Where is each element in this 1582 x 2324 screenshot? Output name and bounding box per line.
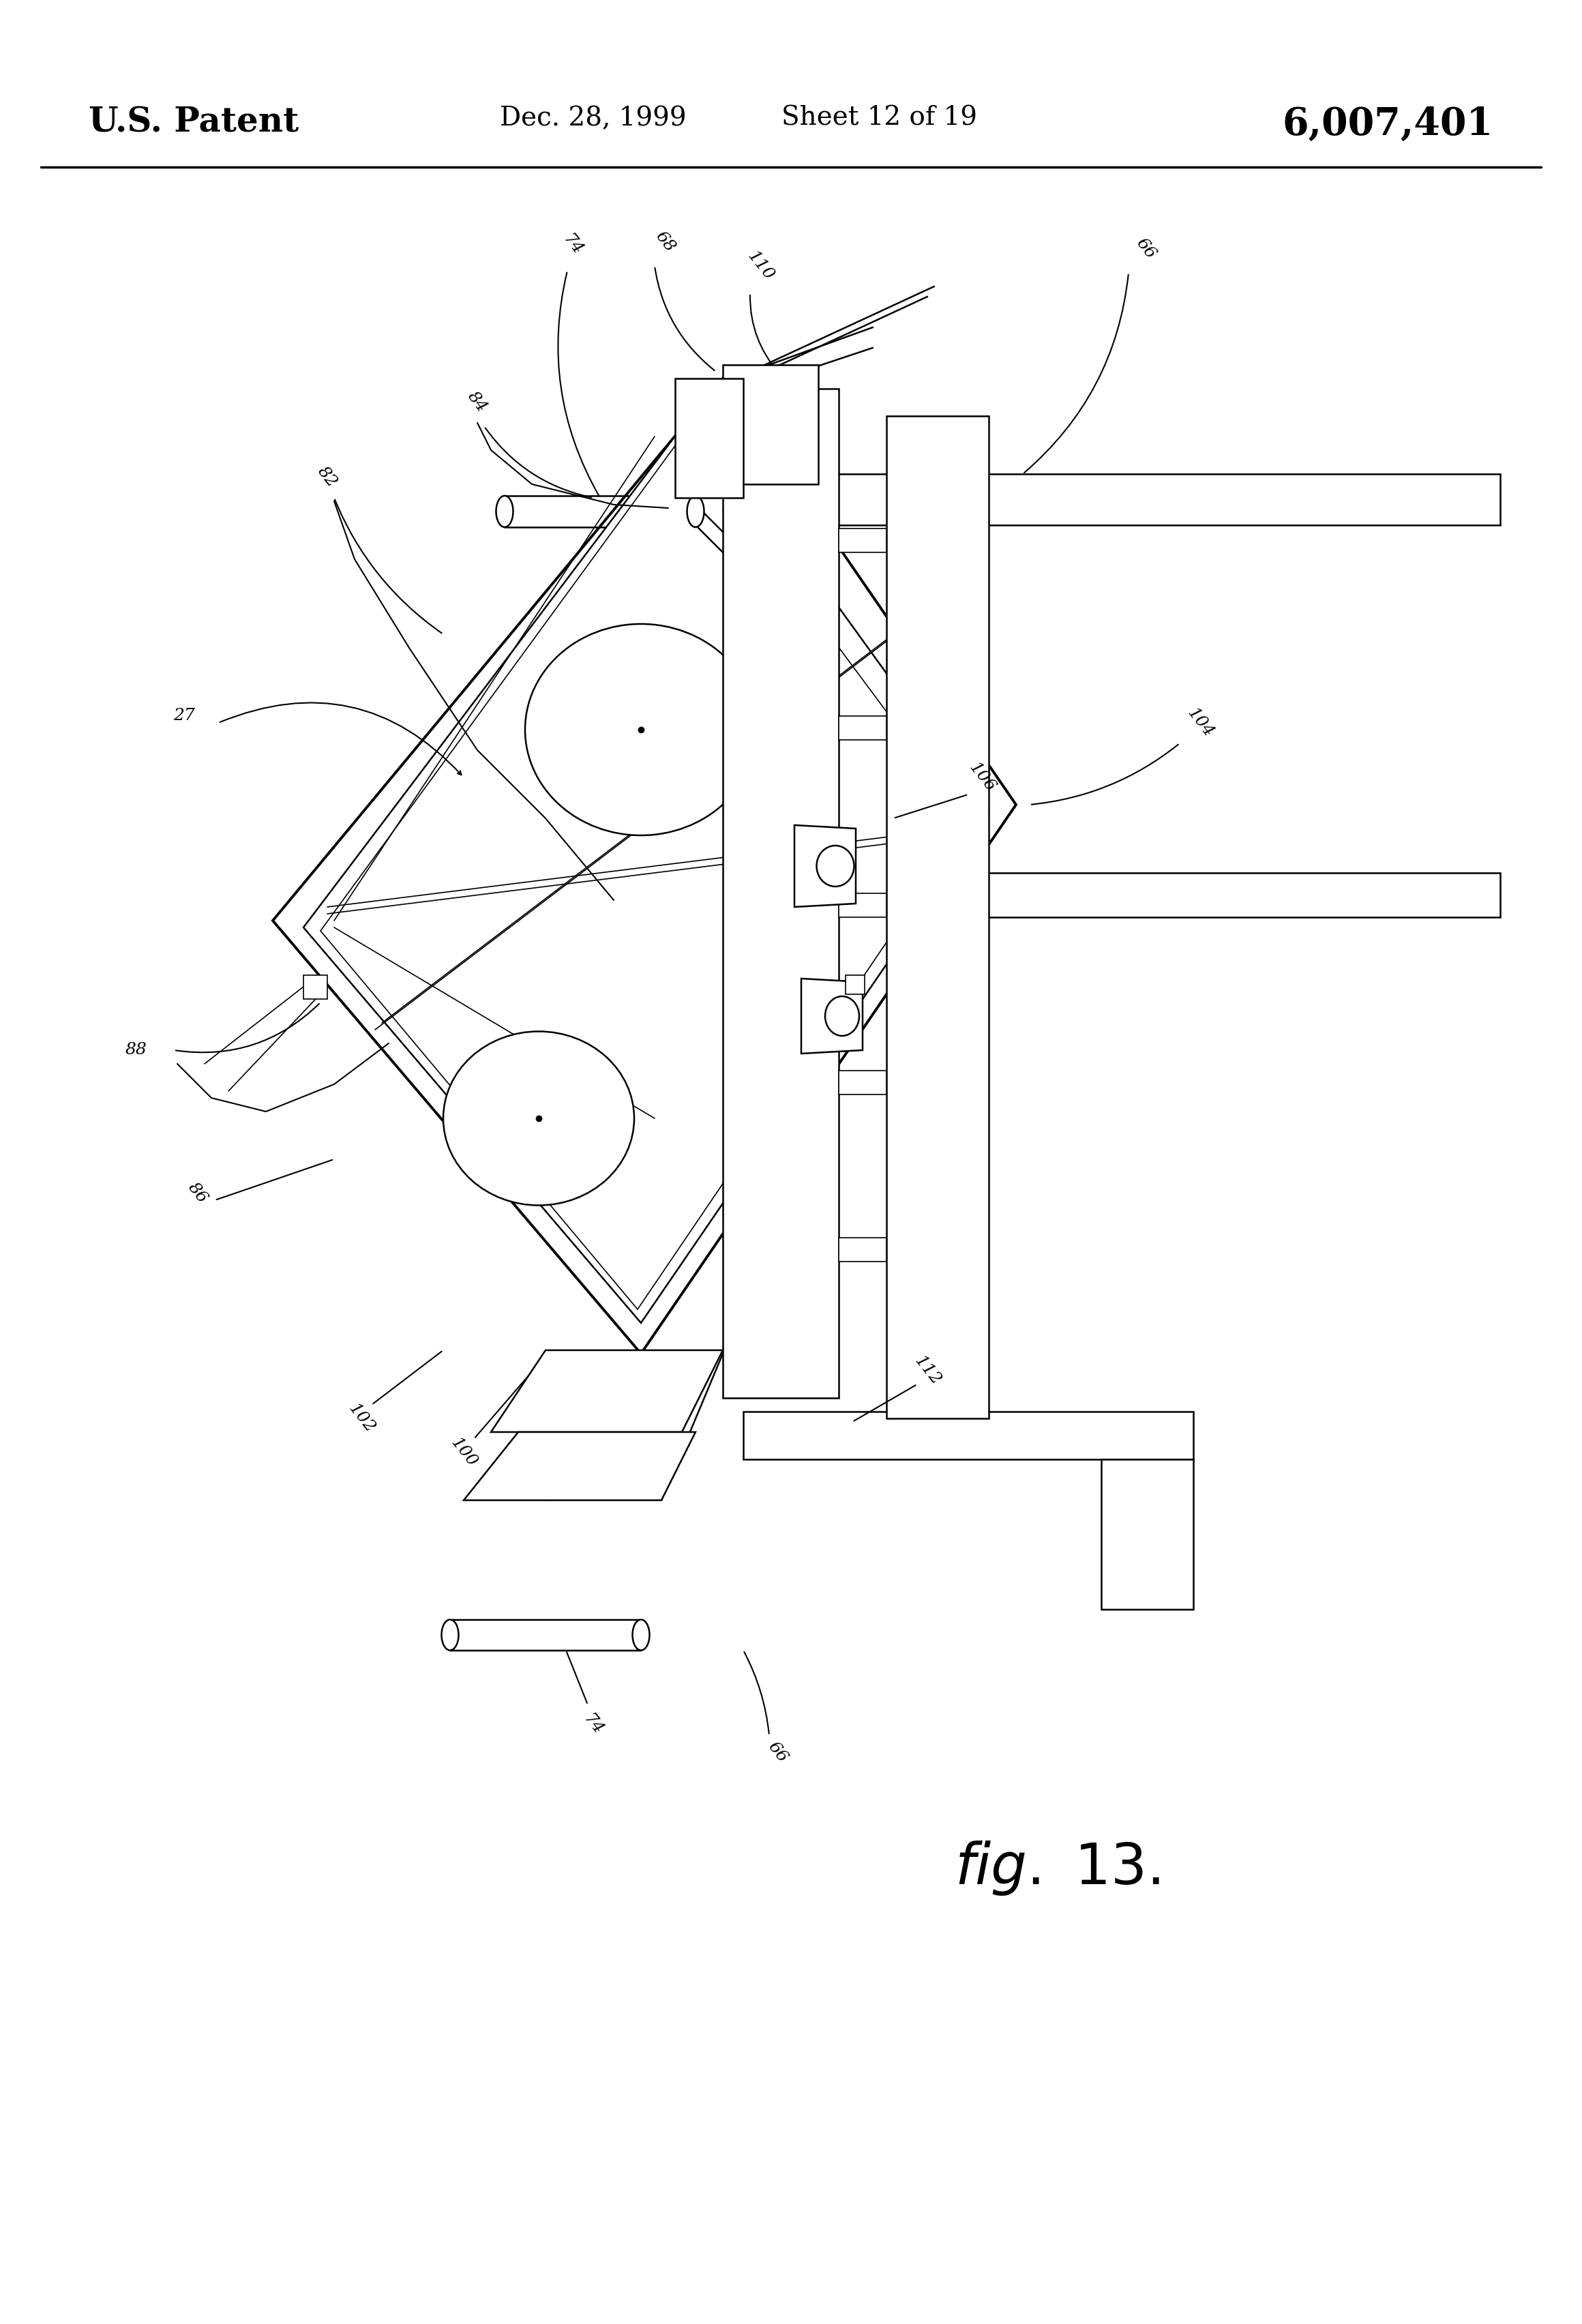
Text: 112: 112 [911,1353,943,1387]
Text: 66: 66 [1133,235,1158,263]
Polygon shape [723,388,838,1399]
Polygon shape [886,416,989,1418]
Text: 86: 86 [185,1181,210,1206]
Text: 106: 106 [965,760,998,795]
Text: 84: 84 [465,388,490,416]
Polygon shape [1101,1459,1193,1608]
Polygon shape [744,1411,1193,1459]
Polygon shape [490,1350,723,1432]
Polygon shape [838,1071,886,1095]
Polygon shape [838,528,886,553]
Polygon shape [304,409,989,1322]
Polygon shape [321,437,968,1308]
Text: 6,007,401: 6,007,401 [1283,105,1493,144]
Polygon shape [744,874,1500,918]
Text: 102: 102 [345,1401,378,1436]
Ellipse shape [816,846,854,885]
Polygon shape [744,474,1500,525]
Polygon shape [272,379,1016,1353]
Text: 27: 27 [174,709,195,723]
Text: U.S. Patent: U.S. Patent [89,105,299,139]
Ellipse shape [732,874,753,918]
Ellipse shape [732,474,753,525]
Ellipse shape [687,495,704,528]
Polygon shape [838,1239,886,1262]
Text: $\mathit{fig.\ 13.}$: $\mathit{fig.\ 13.}$ [954,1841,1160,1896]
Ellipse shape [826,997,859,1037]
Text: 74: 74 [560,232,585,258]
Ellipse shape [633,1620,650,1650]
Polygon shape [838,892,886,918]
Text: 74: 74 [581,1713,606,1738]
Ellipse shape [525,623,756,834]
Bar [304,976,327,999]
Bar [845,976,865,995]
Text: 88: 88 [125,1043,147,1057]
Polygon shape [800,978,862,1053]
Text: 68: 68 [652,228,677,256]
Ellipse shape [443,1032,634,1206]
Ellipse shape [441,1620,459,1650]
Text: 110: 110 [744,249,777,284]
Polygon shape [838,716,886,739]
Polygon shape [676,379,744,497]
Text: Dec. 28, 1999: Dec. 28, 1999 [500,105,687,130]
Polygon shape [464,1432,696,1501]
Text: 82: 82 [315,465,340,490]
Text: 100: 100 [448,1434,479,1471]
Ellipse shape [497,495,513,528]
Polygon shape [794,825,856,906]
Polygon shape [723,365,818,483]
Text: 104: 104 [1183,704,1217,741]
Text: 66: 66 [764,1738,789,1766]
Text: Sheet 12 of 19: Sheet 12 of 19 [782,105,978,130]
